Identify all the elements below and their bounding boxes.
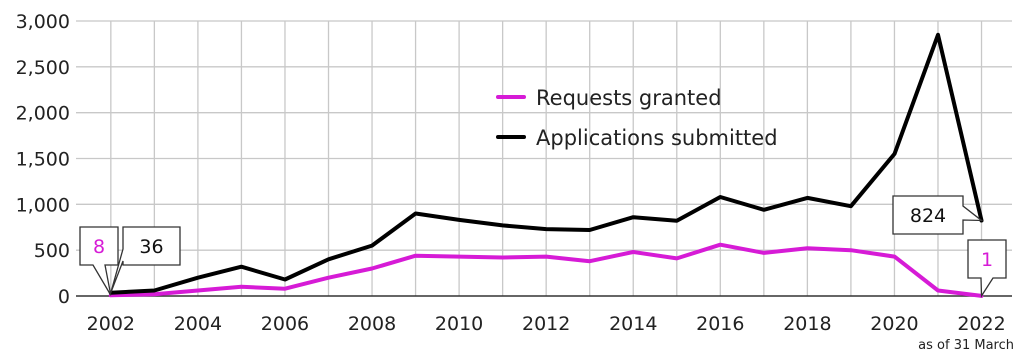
callout-box	[79, 226, 119, 296]
y-tick-label: 1,500	[16, 149, 70, 171]
chart-legend: Requests granted Applications submitted	[496, 86, 778, 150]
callout-label: 8	[93, 236, 105, 258]
y-tick-label: 2,000	[16, 103, 70, 125]
x-tick-label: 2010	[435, 313, 483, 335]
callout-label: 1	[981, 249, 993, 271]
chart-axes: 0 500 1,000 1,500 2,000 2,500 3,000 2002 2004 200…	[16, 11, 1012, 335]
x-tick-label: 2014	[609, 313, 657, 335]
y-tick-label: 2,500	[16, 57, 70, 79]
x-tick-label: 2018	[783, 313, 831, 335]
x-tick-label: 2008	[348, 313, 396, 335]
x-tick-label: 2002	[87, 313, 135, 335]
x-tick-label: 2016	[696, 313, 744, 335]
y-tick-label: 3,000	[16, 11, 70, 33]
callout-label: 824	[910, 205, 946, 227]
chart-series	[108, 32, 984, 298]
date-note: as of 31 March	[918, 338, 1014, 353]
legend-label: Applications submitted	[536, 126, 778, 150]
y-tick-label: 0	[58, 286, 70, 308]
callout-box	[110, 226, 181, 293]
x-tick-label: 2012	[522, 313, 570, 335]
callout-box	[967, 239, 1007, 299]
callout-box	[892, 195, 984, 235]
x-tick-label: 2020	[870, 313, 918, 335]
y-tick-label: 1,000	[16, 194, 70, 216]
y-tick-label: 500	[34, 240, 70, 262]
legend-label: Requests granted	[536, 86, 722, 110]
x-tick-label: 2022	[957, 313, 1005, 335]
x-tick-label: 2004	[174, 313, 222, 335]
x-tick-label: 2006	[261, 313, 309, 335]
chart-callouts: 8 36 824 1	[79, 195, 1007, 299]
callout-label: 36	[139, 236, 163, 258]
